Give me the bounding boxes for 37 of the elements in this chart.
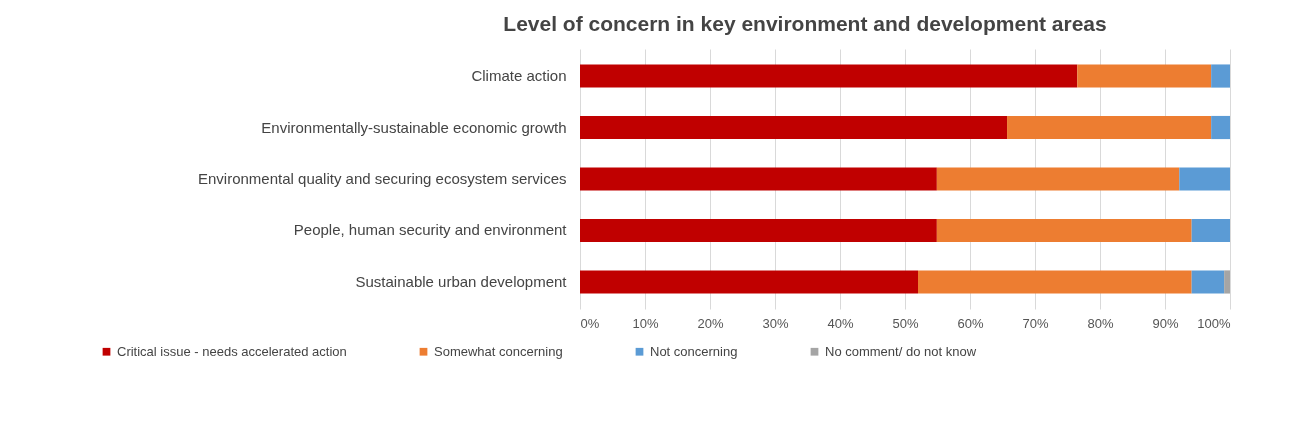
legend-label: Somewhat concerning [434,343,563,359]
chart-title: Level of concern in key environment and development areas [503,12,1107,35]
x-tick-label: 20% [697,315,724,331]
y-tick-label: People, human security and environment [293,221,568,239]
bar [918,270,1192,294]
bar [1224,270,1230,294]
bar [1179,167,1230,191]
x-tick-label: 60% [957,315,984,331]
bar [580,115,1008,140]
x-tick-label: 70% [1022,315,1049,331]
x-tick-label: 80% [1087,315,1114,331]
bar [1211,115,1230,140]
legend-label: No comment/ do not know [825,343,977,359]
x-tick-label: 50% [892,315,919,331]
legend-label: Critical issue - needs accelerated action [117,343,347,359]
bar [1211,64,1230,88]
bar [1007,115,1212,140]
x-tick-label: 30% [762,315,789,331]
bar [1077,64,1212,88]
x-tick-label: 100% [1197,315,1231,331]
bar [580,64,1078,88]
y-tick-label: Environmental quality and securing ecosystem services [197,170,567,187]
y-tick-label: Climate action [471,67,567,85]
bar [1191,218,1230,243]
y-tick-label: Sustainable urban development [355,272,568,290]
x-tick-label: 40% [827,315,854,331]
x-tick-label: 0% [580,315,600,331]
bar [580,167,937,191]
bar [1191,270,1225,294]
bar [580,270,918,294]
x-tick-label: 90% [1152,315,1179,331]
legend-label: Not concerning [650,343,738,359]
bar [580,218,937,243]
bar [936,218,1192,243]
x-tick-label: 10% [632,315,659,331]
y-tick-label: Environmentally-sustainable economic growth [261,118,567,136]
bar [936,167,1180,191]
